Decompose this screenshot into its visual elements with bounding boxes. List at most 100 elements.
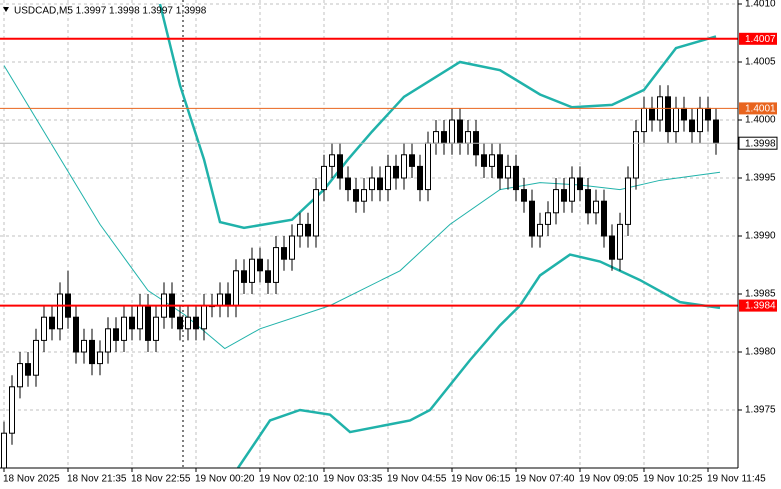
x-tick-label: 18 Nov 22:55 <box>131 474 191 485</box>
title-icon <box>3 7 9 12</box>
candle-body <box>105 328 111 353</box>
y-tick-label: 1.4005 <box>745 57 776 68</box>
candle-body <box>633 131 639 179</box>
candle-body <box>33 339 39 376</box>
y-tick-label: 1.3995 <box>745 173 776 184</box>
candle-body <box>137 305 143 330</box>
x-tick-label: 19 Nov 04:55 <box>387 474 447 485</box>
candle-body <box>417 165 423 191</box>
x-tick-label: 19 Nov 03:35 <box>323 474 383 485</box>
candle-body <box>121 316 127 341</box>
candle-body <box>457 119 463 144</box>
candle-body <box>337 154 343 179</box>
candle-body <box>41 316 47 341</box>
x-tick-label: 19 Nov 07:40 <box>515 474 575 485</box>
bollinger-band <box>158 3 717 230</box>
candle-body <box>697 107 703 133</box>
y-tick-label: 1.3985 <box>745 289 776 300</box>
candle-body <box>129 316 135 330</box>
candle-body <box>145 305 151 341</box>
candle-body <box>49 316 55 330</box>
axes: 1.40101.40051.40001.39951.39901.39851.39… <box>3 0 778 485</box>
candle-body <box>281 247 287 260</box>
candle-body <box>425 142 431 191</box>
plot-area <box>0 0 738 468</box>
candle-body <box>385 165 391 191</box>
candle-body <box>577 177 583 191</box>
candle-body <box>241 270 247 283</box>
candle-body <box>345 177 351 191</box>
candle-body <box>609 235 615 260</box>
y-tick-label: 1.3975 <box>745 405 776 416</box>
grid <box>0 0 738 468</box>
candle-body <box>329 154 335 167</box>
candle-body <box>625 177 631 225</box>
candle-body <box>649 107 655 121</box>
candle-body <box>529 200 535 237</box>
candle-body <box>545 212 551 225</box>
candle-body <box>537 223 543 237</box>
price-level-label: 1.3984 <box>745 301 776 312</box>
x-tick-label: 19 Nov 02:10 <box>259 474 319 485</box>
chart-title: USDCAD,M5 1.3997 1.3998 1.3997 1.3998 <box>14 6 207 17</box>
candle-body <box>441 131 447 144</box>
candle-body <box>361 189 367 202</box>
candle-body <box>489 154 495 167</box>
x-tick-label: 19 Nov 00:20 <box>195 474 255 485</box>
candle-body <box>689 119 695 133</box>
candle-body <box>289 235 295 260</box>
candle-body <box>249 258 255 283</box>
candle-body <box>673 107 679 133</box>
price-level-box <box>739 102 777 115</box>
x-tick-label: 19 Nov 11:45 <box>707 474 766 485</box>
candle-body <box>297 223 303 237</box>
y-tick-label: 1.3990 <box>745 231 776 242</box>
candle-body <box>513 165 519 191</box>
candle-body <box>17 363 23 388</box>
x-tick-label: 19 Nov 10:25 <box>643 474 703 485</box>
candle-body <box>185 316 191 330</box>
candle-body <box>265 270 271 283</box>
candle-body <box>113 328 119 341</box>
x-tick-label: 18 Nov 2025 <box>3 474 60 485</box>
candle-body <box>97 351 103 365</box>
candle-body <box>569 177 575 202</box>
y-tick-label: 1.3980 <box>745 347 776 358</box>
price-level-label: 1.4007 <box>745 34 776 45</box>
price-level-box <box>739 32 777 45</box>
candle-body <box>713 119 719 144</box>
candle-body <box>401 154 407 179</box>
candle-body <box>1 432 7 468</box>
candle-body <box>225 293 231 307</box>
candle-body <box>305 223 311 237</box>
candle-body <box>217 293 223 307</box>
candle-body <box>57 293 63 330</box>
candle-body <box>409 154 415 167</box>
candle-body <box>9 386 15 434</box>
candle-body <box>81 339 87 353</box>
candle-body <box>193 316 199 330</box>
candle-body <box>393 165 399 179</box>
candle-body <box>313 189 319 237</box>
price-level-label: 1.4001 <box>745 104 776 115</box>
bollinger-band <box>3 65 721 350</box>
candle-body <box>481 154 487 167</box>
x-tick-label: 18 Nov 21:35 <box>67 474 127 485</box>
price-level-box <box>739 299 777 312</box>
candle-body <box>201 305 207 330</box>
candle-body <box>617 223 623 260</box>
y-tick-label: 1.4000 <box>745 115 776 126</box>
candle-body <box>89 339 95 365</box>
candle-body <box>665 96 671 133</box>
candle-body <box>497 154 503 179</box>
last-price-box <box>738 136 778 150</box>
candle-body <box>177 316 183 330</box>
candle-body <box>153 316 159 341</box>
candle-body <box>433 131 439 144</box>
candle-body <box>233 270 239 307</box>
candle-body <box>369 177 375 191</box>
candle-body <box>593 200 599 214</box>
candle-body <box>273 247 279 283</box>
